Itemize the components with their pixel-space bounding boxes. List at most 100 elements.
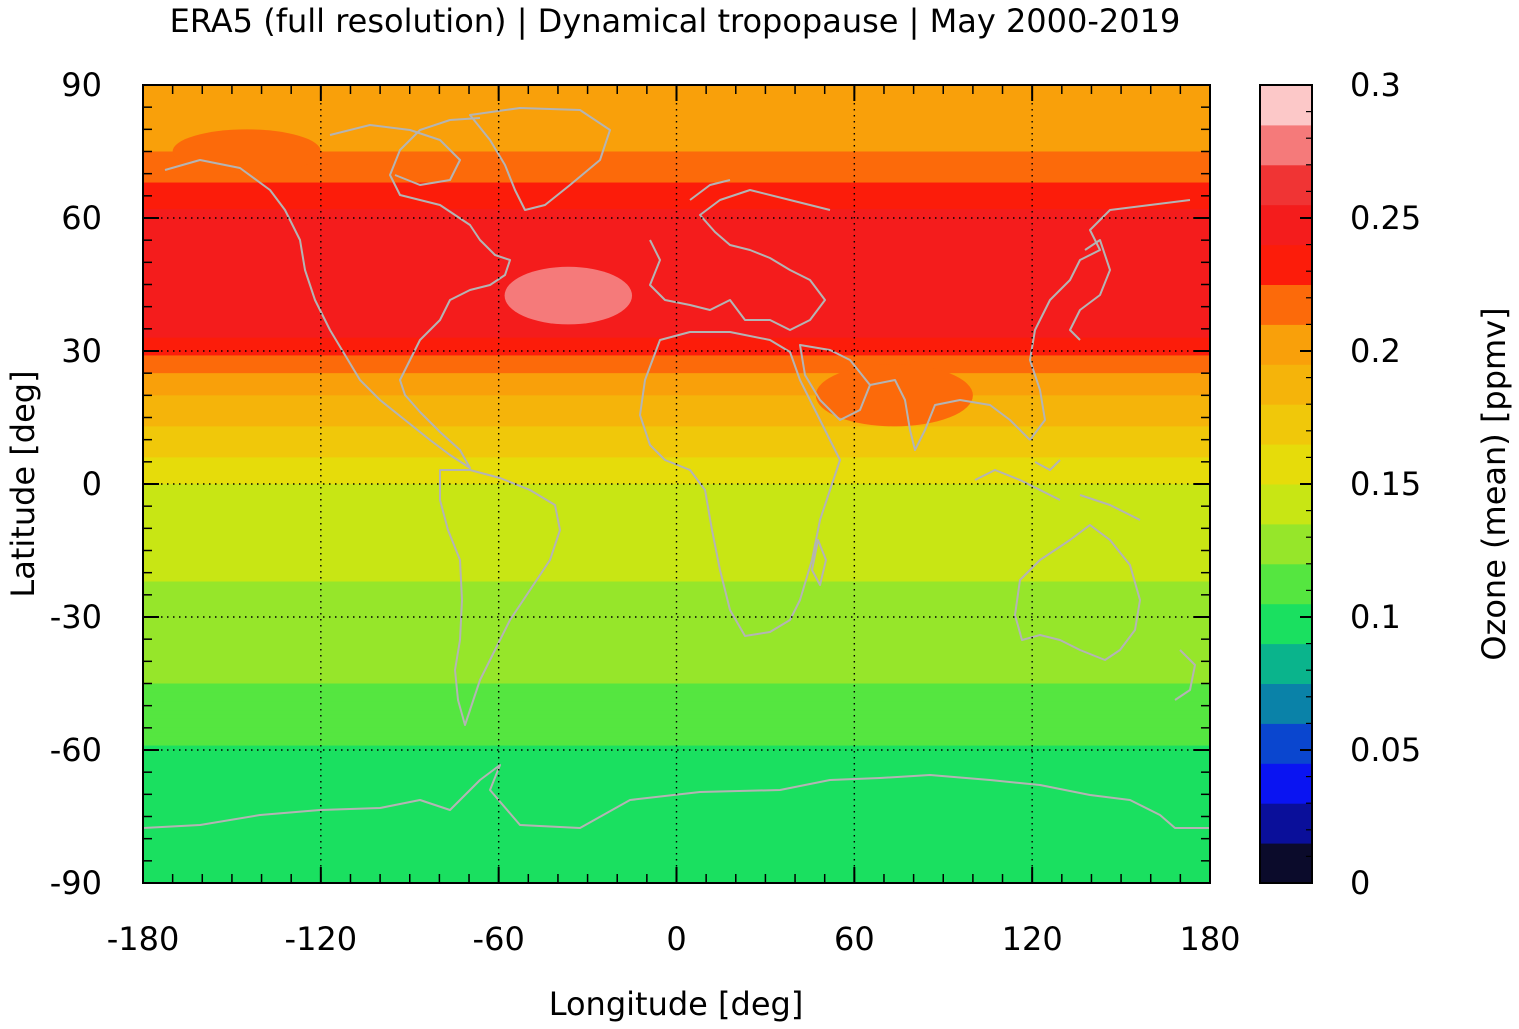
y-tick-label: 60 (61, 199, 102, 237)
field-band (143, 404, 1210, 410)
field-band (143, 679, 1210, 685)
field-band (143, 164, 1210, 170)
x-tick-label: -180 (107, 920, 180, 958)
field-band (143, 843, 1210, 849)
field-band (143, 652, 1210, 658)
field-band (143, 470, 1210, 476)
field-band (143, 218, 1210, 224)
field-band (143, 789, 1210, 795)
field-band (143, 368, 1210, 374)
y-tick-label: -30 (50, 598, 102, 636)
x-tick-label: -120 (285, 920, 358, 958)
colorbar-level (1260, 244, 1312, 285)
colorbar-level (1260, 523, 1312, 565)
colorbar-level (1260, 763, 1312, 804)
y-tick-label: -90 (50, 864, 102, 902)
field-band (143, 603, 1210, 609)
colorbar-level (1260, 723, 1312, 764)
x-tick-label: 60 (834, 920, 875, 958)
colorbar-level (1260, 124, 1312, 166)
field-band (143, 390, 1210, 396)
field-band (143, 528, 1210, 534)
field-band (143, 510, 1210, 516)
field-band (143, 670, 1210, 676)
field-band (143, 568, 1210, 574)
field-band (143, 692, 1210, 698)
field-band (143, 741, 1210, 747)
field-band (143, 160, 1210, 166)
field-band (143, 439, 1210, 445)
field-band (143, 501, 1210, 507)
field-band (143, 750, 1210, 756)
field-band (143, 133, 1210, 139)
field-band (143, 444, 1210, 450)
field-band (143, 426, 1210, 432)
y-axis-label: Latitude [deg] (4, 370, 42, 597)
field-band (143, 612, 1210, 618)
field-band (143, 608, 1210, 614)
field-band (143, 417, 1210, 423)
field-band (143, 151, 1210, 157)
colorbar-level (1260, 563, 1312, 605)
field-band (143, 630, 1210, 636)
field-band (143, 705, 1210, 711)
field-band (143, 656, 1210, 662)
colorbar-level (1260, 85, 1312, 126)
field-band (143, 594, 1210, 600)
field-band (143, 492, 1210, 498)
field-band (143, 812, 1210, 818)
colorbar-tick-label: 0.15 (1350, 465, 1421, 503)
colorbar-level (1260, 643, 1312, 684)
coastlines (143, 107, 1210, 829)
colorbar-level (1260, 284, 1312, 325)
field-band (143, 337, 1210, 343)
y-tick-label: -60 (50, 731, 102, 769)
field-band (143, 559, 1210, 565)
field-band (143, 306, 1210, 312)
field-band (143, 222, 1210, 228)
colorbar-level (1260, 484, 1312, 525)
x-tick-label: -60 (473, 920, 525, 958)
field-band (143, 373, 1210, 379)
field-band (143, 687, 1210, 693)
field-band (143, 266, 1210, 272)
colorbar-tick-label: 0.25 (1350, 199, 1421, 237)
field-band (143, 253, 1210, 259)
field-band (143, 546, 1210, 552)
field-band (143, 643, 1210, 649)
field-band (143, 829, 1210, 835)
field-band (143, 297, 1210, 303)
field-band (143, 288, 1210, 294)
field-band (143, 364, 1210, 370)
field-band (143, 240, 1210, 246)
colorbar-level (1260, 843, 1312, 884)
field-band (143, 621, 1210, 627)
field-band (143, 727, 1210, 733)
field-band (143, 860, 1210, 866)
field-band (143, 138, 1210, 144)
field-band (143, 577, 1210, 583)
field-band (143, 213, 1210, 219)
colorbar-level (1260, 683, 1312, 724)
field-band (143, 523, 1210, 529)
field-band (143, 488, 1210, 494)
field-band (143, 408, 1210, 414)
field-band (143, 856, 1210, 862)
field-band (143, 342, 1210, 348)
x-axis-ticks: -180 -120 -60 0 60 120 180 (107, 85, 1241, 958)
field-band (143, 435, 1210, 441)
field-band (143, 200, 1210, 206)
y-axis-ticks: 90 60 30 0 -30 -60 -90 (50, 66, 1210, 902)
field-band (143, 732, 1210, 738)
field-band (143, 284, 1210, 290)
field-band (143, 351, 1210, 357)
field-band (143, 102, 1210, 108)
field-band (143, 147, 1210, 153)
field-band (143, 639, 1210, 645)
field-band (143, 116, 1210, 122)
field-band (143, 625, 1210, 631)
field-band (143, 169, 1210, 175)
field-band (143, 590, 1210, 596)
field-band (143, 235, 1210, 241)
